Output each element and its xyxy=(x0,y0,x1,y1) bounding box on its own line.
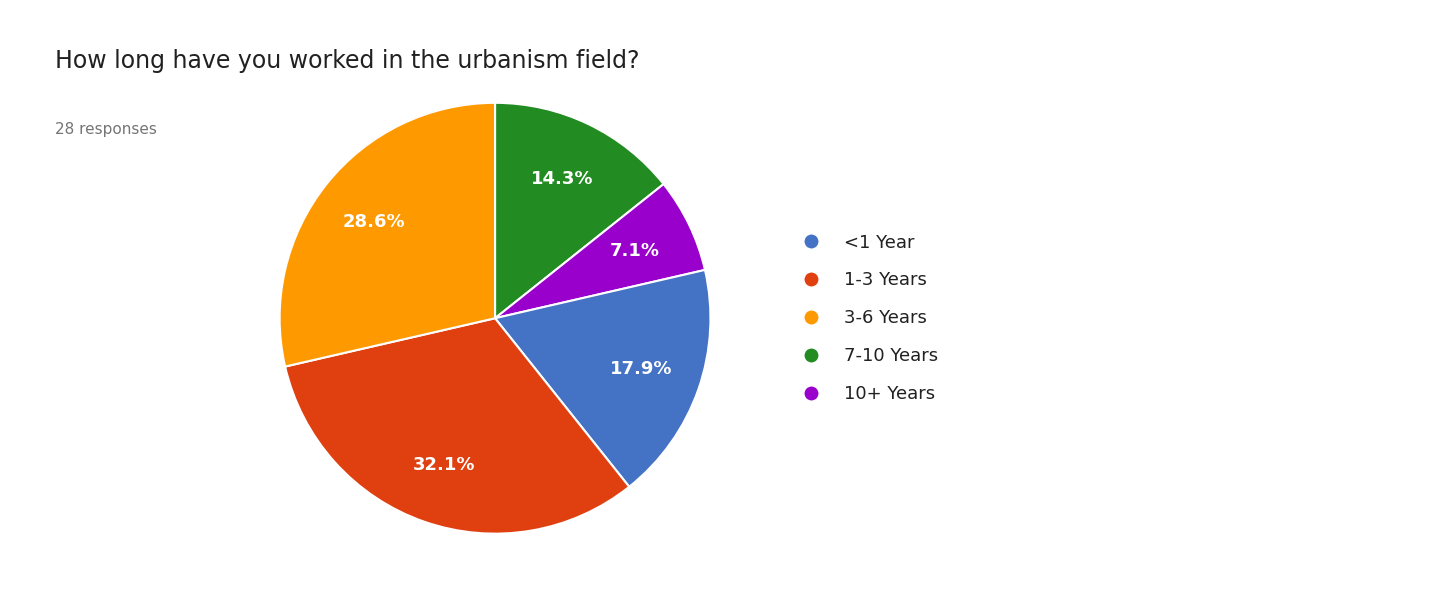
Wedge shape xyxy=(495,103,664,318)
Wedge shape xyxy=(495,270,711,487)
Text: 28.6%: 28.6% xyxy=(342,212,405,231)
Wedge shape xyxy=(280,103,495,367)
Text: 14.3%: 14.3% xyxy=(531,170,594,187)
Wedge shape xyxy=(495,184,705,318)
Legend: <1 Year, 1-3 Years, 3-6 Years, 7-10 Years, 10+ Years: <1 Year, 1-3 Years, 3-6 Years, 7-10 Year… xyxy=(785,225,946,412)
Text: 7.1%: 7.1% xyxy=(610,242,660,260)
Text: How long have you worked in the urbanism field?: How long have you worked in the urbanism… xyxy=(55,49,639,73)
Text: 32.1%: 32.1% xyxy=(412,456,475,474)
Text: 28 responses: 28 responses xyxy=(55,122,157,138)
Text: 17.9%: 17.9% xyxy=(610,360,673,378)
Wedge shape xyxy=(285,318,629,534)
